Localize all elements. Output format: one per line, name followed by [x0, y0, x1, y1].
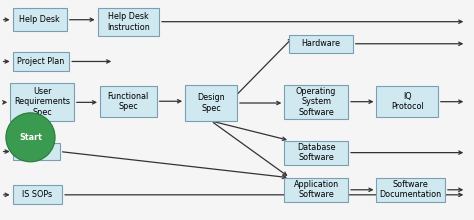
FancyBboxPatch shape [12, 52, 69, 71]
Text: Help Desk: Help Desk [19, 15, 60, 24]
Text: User
Requirements
Spec: User Requirements Spec [14, 87, 70, 117]
FancyBboxPatch shape [12, 143, 60, 160]
FancyBboxPatch shape [284, 141, 348, 165]
Text: Design
Spec: Design Spec [197, 93, 225, 113]
FancyBboxPatch shape [98, 8, 159, 36]
FancyBboxPatch shape [284, 178, 348, 202]
Text: PVP: PVP [28, 147, 44, 156]
Text: Start: Start [19, 133, 42, 142]
FancyBboxPatch shape [376, 178, 445, 202]
FancyBboxPatch shape [100, 86, 156, 117]
FancyBboxPatch shape [12, 8, 67, 31]
FancyBboxPatch shape [10, 83, 74, 121]
Text: Project Plan: Project Plan [17, 57, 64, 66]
FancyBboxPatch shape [12, 185, 62, 204]
Text: IS SOPs: IS SOPs [22, 190, 53, 199]
Text: Software
Documentation: Software Documentation [380, 180, 442, 200]
Text: Functional
Spec: Functional Spec [108, 92, 149, 111]
Text: Help Desk
Instruction: Help Desk Instruction [107, 12, 150, 32]
FancyBboxPatch shape [289, 35, 353, 53]
Ellipse shape [6, 113, 55, 162]
Text: IQ
Protocol: IQ Protocol [391, 92, 423, 111]
FancyBboxPatch shape [185, 85, 237, 121]
FancyBboxPatch shape [284, 85, 348, 119]
Text: Operating
System
Software: Operating System Software [296, 87, 337, 117]
Text: Database
Software: Database Software [297, 143, 336, 162]
FancyBboxPatch shape [376, 86, 438, 117]
Text: Hardware: Hardware [301, 39, 340, 48]
Text: Application
Software: Application Software [293, 180, 339, 200]
